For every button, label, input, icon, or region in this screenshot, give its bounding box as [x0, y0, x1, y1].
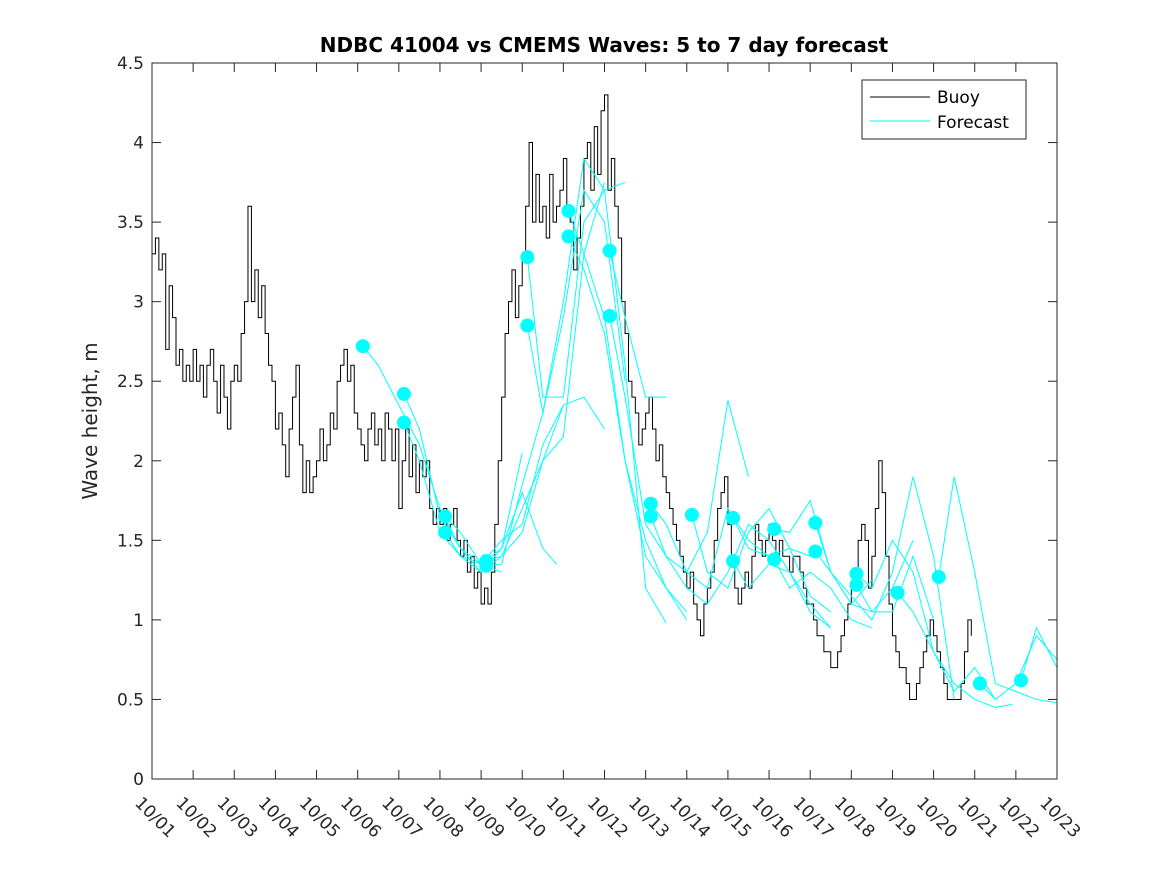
forecast-line-3 [444, 404, 564, 566]
x-tick-label: 10/10 [501, 793, 550, 842]
y-tick-label: 3.5 [117, 213, 144, 233]
forecast-start-marker-7 [520, 250, 535, 265]
x-tick-label: 10/05 [295, 793, 344, 842]
x-tick-label: 10/21 [953, 793, 1002, 842]
x-tick-label: 10/19 [871, 793, 920, 842]
forecast-line-12 [609, 315, 749, 573]
y-tick-label: 3 [133, 293, 144, 313]
forecast-start-marker-10 [561, 229, 576, 244]
x-tick-label: 10/23 [1035, 793, 1084, 842]
legend: Buoy Forecast [861, 79, 1027, 140]
buoy-line [152, 94, 972, 700]
forecast-line-13 [650, 503, 770, 589]
forecast-line-19 [773, 559, 873, 629]
forecast-start-marker-0 [355, 339, 370, 354]
forecast-line-5 [486, 396, 605, 562]
forecast-start-marker-12 [602, 308, 617, 323]
plot-clip-group [152, 94, 1057, 708]
y-tick-label: 2 [133, 452, 144, 472]
forecast-line-27 [1020, 626, 1057, 681]
x-tick-label: 10/03 [213, 793, 262, 842]
forecast-start-marker-18 [767, 522, 782, 537]
chart-title: NDBC 41004 vs CMEMS Waves: 5 to 7 day fo… [320, 33, 889, 57]
forecast-line-4 [444, 182, 605, 573]
forecast-start-marker-13 [643, 496, 658, 511]
forecast-start-marker-25 [931, 569, 946, 584]
legend-box [861, 79, 1027, 140]
y-tick-label: 1.5 [117, 531, 144, 551]
forecast-start-marker-23 [849, 577, 864, 592]
forecast-line-21 [814, 540, 914, 613]
x-tick-label: 10/13 [624, 793, 673, 842]
forecast-line-8 [526, 188, 626, 414]
forecast-line-11 [609, 250, 667, 398]
forecast-start-marker-8 [520, 318, 535, 333]
forecast-line-24 [897, 592, 1013, 708]
forecast-start-marker-19 [767, 552, 782, 567]
x-tick-label: 10/22 [994, 793, 1043, 842]
forecast-start-marker-22 [849, 566, 864, 581]
x-tick-label: 10/04 [254, 793, 303, 842]
x-tick-label: 10/17 [789, 793, 838, 842]
forecast-start-marker-15 [684, 507, 699, 522]
y-tick-label: 1 [133, 611, 144, 631]
y-axis-label: Wave height, m [78, 342, 102, 499]
y-tick-label: 4.5 [117, 54, 144, 74]
legend-buoy-label: Buoy [937, 88, 980, 108]
forecast-line-23 [856, 554, 935, 621]
x-tick-label: 10/07 [377, 793, 426, 842]
forecast-start-marker-2 [396, 415, 411, 430]
y-tick-label: 0 [133, 770, 144, 790]
forecast-start-marker-9 [561, 203, 576, 218]
axes-box [151, 62, 1058, 780]
x-tick-label: 10/14 [665, 793, 714, 842]
forecast-line-22 [856, 539, 996, 700]
x-tick-label: 10/02 [172, 793, 221, 842]
forecast-line-26 [979, 634, 1057, 701]
y-tick-label: 4 [133, 134, 144, 154]
forecast-line-25 [938, 476, 1057, 704]
y-tick-label: 2.5 [117, 372, 144, 392]
forecast-start-marker-21 [808, 544, 823, 559]
plot-area [152, 94, 1057, 708]
x-tick-label: 10/20 [912, 793, 961, 842]
forecast-start-marker-20 [808, 515, 823, 530]
forecast-line-14 [650, 516, 832, 629]
x-tick-label: 10/15 [706, 793, 755, 842]
forecast-start-marker-3 [438, 509, 453, 524]
forecast-line-2 [403, 422, 502, 573]
forecast-start-marker-17 [726, 554, 741, 569]
forecast-start-marker-4 [438, 525, 453, 540]
x-tick-label: 10/08 [418, 793, 467, 842]
forecast-line-1 [403, 393, 523, 573]
forecast-line-7 [526, 188, 667, 624]
x-tick-label: 10/06 [336, 793, 385, 842]
legend-forecast-label: Forecast [937, 113, 1009, 133]
x-tick-label: 10/12 [583, 793, 632, 842]
forecast-start-marker-14 [643, 509, 658, 524]
forecast-start-marker-16 [726, 511, 741, 526]
forecast-line-6 [486, 157, 626, 567]
x-tick-label: 10/09 [460, 793, 509, 842]
x-tick-label: 10/11 [542, 793, 591, 842]
forecast-line-17 [732, 560, 832, 629]
x-tick-label: 10/18 [830, 793, 879, 842]
forecast-line-20 [814, 476, 955, 700]
y-tick-label: 0.5 [117, 690, 144, 710]
forecast-line-10 [568, 236, 688, 613]
forecast-start-marker-24 [890, 585, 905, 600]
forecast-start-marker-6 [479, 558, 494, 573]
forecast-line-16 [732, 517, 832, 613]
forecast-start-marker-26 [972, 676, 987, 691]
x-tick-label: 10/16 [748, 793, 797, 842]
forecast-start-marker-11 [602, 243, 617, 258]
x-tick-label: 10/01 [130, 793, 179, 842]
forecast-start-marker-1 [396, 386, 411, 401]
forecast-start-marker-27 [1014, 673, 1029, 688]
